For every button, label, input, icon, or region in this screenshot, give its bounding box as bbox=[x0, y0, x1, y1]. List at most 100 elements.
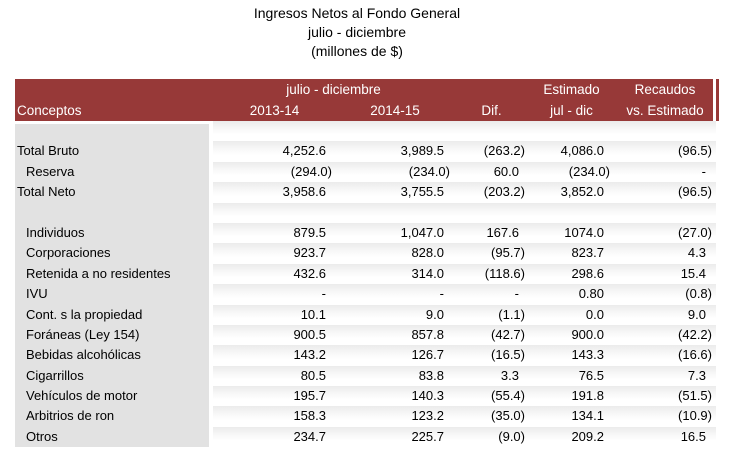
table-header-row-group: julio - diciembre Estimado Recaudos bbox=[15, 79, 716, 100]
concept-cell: Vehículos de motor bbox=[15, 386, 213, 407]
value-cell: 167.6 bbox=[454, 223, 529, 243]
value-text: 10.1 bbox=[300, 306, 326, 322]
value-cell: (203.2) bbox=[454, 182, 529, 202]
header-col-dif: Dif. bbox=[481, 103, 502, 118]
table-row: Reserva (294.0) (234.0) 60.0 (234.0) - bbox=[15, 161, 716, 183]
value-text: 123.2 bbox=[411, 408, 444, 424]
table-row: Total Bruto 4,252.6 3,989.5 (263.2) 4,086.0 (… bbox=[15, 141, 716, 162]
value-cell: 195.7 bbox=[213, 386, 336, 406]
value-text: 126.7 bbox=[411, 347, 444, 363]
value-cell: (16.5) bbox=[454, 345, 529, 365]
concept-cell: Reserva bbox=[15, 161, 213, 183]
concept-cell: Retenida a no residentes bbox=[15, 263, 213, 285]
value-cell: 823.7 bbox=[529, 243, 614, 263]
value-text: 432.6 bbox=[293, 265, 326, 281]
value-cell: 4.3 bbox=[614, 243, 716, 263]
value-cell: (42.7) bbox=[454, 325, 529, 345]
value-text: 134.1 bbox=[571, 408, 604, 424]
value-text: 923.7 bbox=[293, 245, 326, 261]
value-text: 143.2 bbox=[293, 347, 326, 363]
value-cell: 3,852.0 bbox=[529, 182, 614, 202]
value-cell: 234.7 bbox=[213, 427, 336, 447]
value-cell: 15.4 bbox=[614, 264, 716, 284]
table-row: Retenida a no residentes 432.6 314.0 (118.6… bbox=[15, 263, 716, 285]
value-text: 191.8 bbox=[571, 388, 604, 404]
table-header: julio - diciembre Estimado Recaudos Conc… bbox=[15, 79, 719, 121]
value-cell: 4,086.0 bbox=[529, 141, 614, 161]
value-text: 15.4 bbox=[680, 265, 706, 281]
value-cell: 900.5 bbox=[213, 325, 336, 345]
value-text: 3.3 bbox=[500, 367, 519, 383]
table-header-row-columns: Conceptos 2013-14 2014-15 Dif. jul - dic… bbox=[15, 100, 716, 121]
value-text: (234.0) bbox=[408, 163, 450, 179]
report-subtitle-period: julio - diciembre bbox=[307, 24, 407, 40]
table-row: Cigarrillos 80.5 83.8 3.3 76.5 7.3 bbox=[15, 365, 716, 387]
concept-cell: Foráneas (Ley 154) bbox=[15, 324, 213, 346]
value-text: 167.6 bbox=[486, 224, 519, 240]
value-text: (234.0) bbox=[568, 163, 610, 179]
value-cell: (294.0) bbox=[213, 162, 336, 182]
table-row: Arbitrios de ron 158.3 123.2 (35.0) 134.1 (10… bbox=[15, 406, 716, 427]
value-cell bbox=[213, 121, 336, 141]
value-text: 0.0 bbox=[585, 306, 604, 322]
value-cell: (118.6) bbox=[454, 264, 529, 284]
value-cell: 432.6 bbox=[213, 264, 336, 284]
header-group-estimado: Estimado bbox=[543, 82, 600, 97]
value-cell: 923.7 bbox=[213, 243, 336, 263]
header-col-jul-dic: jul - dic bbox=[550, 103, 593, 118]
value-cell: 857.8 bbox=[336, 325, 454, 345]
value-text: 234.7 bbox=[293, 428, 326, 444]
value-cell: 1074.0 bbox=[529, 223, 614, 243]
value-cell: 134.1 bbox=[529, 406, 614, 426]
value-cell: - bbox=[213, 284, 336, 304]
value-cell: 10.1 bbox=[213, 305, 336, 325]
value-text: (95.7) bbox=[491, 245, 525, 261]
value-text: (203.2) bbox=[483, 184, 525, 200]
concept-cell: Individuos bbox=[15, 222, 213, 244]
value-cell: 209.2 bbox=[529, 427, 614, 447]
value-cell: (263.2) bbox=[454, 141, 529, 161]
value-text: 158.3 bbox=[293, 408, 326, 424]
value-text: - bbox=[321, 286, 326, 302]
value-text: 4.3 bbox=[687, 245, 706, 261]
value-cell: (16.6) bbox=[614, 345, 716, 365]
value-cell: (51.5) bbox=[614, 386, 716, 406]
value-cell: 9.0 bbox=[614, 305, 716, 325]
value-text: 9.0 bbox=[425, 306, 444, 322]
table-row bbox=[15, 121, 716, 142]
table-row: Vehículos de motor 195.7 140.3 (55.4) 191.8 (… bbox=[15, 386, 716, 407]
value-cell: (0.8) bbox=[614, 284, 716, 304]
value-cell: 191.8 bbox=[529, 386, 614, 406]
value-cell: 16.5 bbox=[614, 427, 716, 447]
value-cell: 126.7 bbox=[336, 345, 454, 365]
value-cell: - bbox=[454, 284, 529, 304]
value-cell: 1,047.0 bbox=[336, 223, 454, 243]
value-cell: 298.6 bbox=[529, 264, 614, 284]
value-text: 195.7 bbox=[293, 388, 326, 404]
value-cell: 143.2 bbox=[213, 345, 336, 365]
value-text: 140.3 bbox=[411, 388, 444, 404]
value-text: 3,958.6 bbox=[282, 184, 326, 200]
header-col-vs-estimado: vs. Estimado bbox=[626, 103, 704, 118]
value-cell: (1.1) bbox=[454, 305, 529, 325]
value-text: - bbox=[514, 286, 519, 302]
value-text: 83.8 bbox=[418, 367, 444, 383]
value-text: (16.5) bbox=[491, 347, 525, 363]
value-text: - bbox=[701, 163, 706, 179]
table-body: Total Bruto 4,252.6 3,989.5 (263.2) 4,086.0 (… bbox=[15, 121, 716, 448]
value-cell: 3,958.6 bbox=[213, 182, 336, 202]
value-text: (42.2) bbox=[678, 326, 712, 342]
value-cell bbox=[529, 203, 614, 223]
header-spacer bbox=[15, 79, 213, 100]
value-cell: (96.5) bbox=[614, 141, 716, 161]
table-row: Cont. s la propiedad 10.1 9.0 (1.1) 0.0 9.0 bbox=[15, 304, 716, 325]
header-spacer-dif bbox=[454, 79, 529, 100]
value-cell: (9.0) bbox=[454, 427, 529, 447]
value-text: (118.6) bbox=[484, 265, 525, 281]
table-row bbox=[15, 202, 716, 223]
value-cell bbox=[529, 121, 614, 141]
value-cell: 4,252.6 bbox=[213, 141, 336, 161]
value-text: 1074.0 bbox=[564, 224, 604, 240]
value-cell bbox=[336, 203, 454, 223]
